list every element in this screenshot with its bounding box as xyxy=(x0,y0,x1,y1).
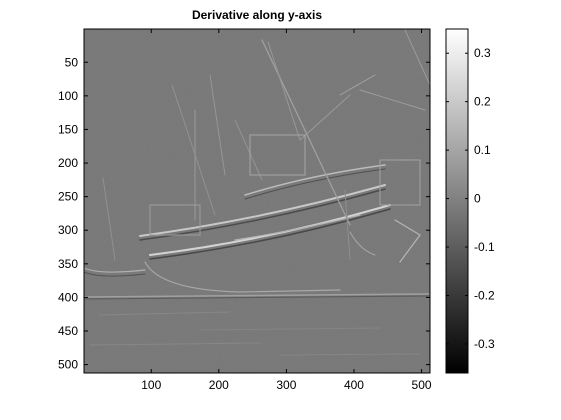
image-axes-box xyxy=(83,28,431,374)
edge-rigging-3 xyxy=(299,94,351,141)
edge-cabin-2 xyxy=(149,204,201,236)
y-tick-label: 100 xyxy=(58,89,78,103)
edge-left-boat xyxy=(83,267,146,273)
y-tick-label: 500 xyxy=(58,358,78,372)
edge-rigging-6 xyxy=(102,177,116,261)
image-heatmap xyxy=(83,28,431,374)
x-tick-label: 400 xyxy=(344,378,364,392)
edge-horizon-dark xyxy=(83,295,431,300)
edge-water-1 xyxy=(99,311,231,316)
colorbar-tick-label: -0.2 xyxy=(474,288,495,302)
edge-rigging-1 xyxy=(261,39,351,226)
y-tick-label: 450 xyxy=(58,324,78,338)
y-tick-label: 400 xyxy=(58,290,78,304)
edge-water-4 xyxy=(279,353,421,356)
x-tick-label: 300 xyxy=(276,378,296,392)
y-tick-label: 250 xyxy=(58,190,78,204)
edge-left-boat-dark xyxy=(83,271,146,277)
edge-rigging-8 xyxy=(339,74,376,96)
edge-rigging-9 xyxy=(359,89,426,111)
colorbar-tick-label: 0.2 xyxy=(474,95,491,109)
edge-hull-bottom xyxy=(144,261,341,293)
edge-hull-3-dark xyxy=(244,168,386,200)
colorbar-gradient xyxy=(445,28,469,374)
edge-rigging-4 xyxy=(404,29,431,86)
edge-cabin-1 xyxy=(249,134,306,176)
edge-rigging-7 xyxy=(234,119,263,181)
image-background xyxy=(84,29,430,373)
edge-right-boat-2 xyxy=(349,231,376,256)
edge-rigging-2 xyxy=(267,41,301,141)
edge-horizon xyxy=(83,293,431,298)
edge-rigging-5 xyxy=(171,84,216,216)
edge-water-3 xyxy=(89,342,261,346)
edge-hull-1 xyxy=(139,184,386,237)
edge-mast-2 xyxy=(209,74,226,176)
colorbar-tick-label: -0.1 xyxy=(474,240,495,254)
y-tick-label: 300 xyxy=(58,223,78,237)
y-tick-label: 200 xyxy=(58,156,78,170)
x-tick-label: 200 xyxy=(209,378,229,392)
colorbar-tick-label: 0.1 xyxy=(474,143,491,157)
x-axis: 100 200 300 400 500 xyxy=(141,29,432,392)
edge-cabin-3 xyxy=(379,159,421,206)
y-tick-label: 50 xyxy=(65,55,79,69)
edge-hull-3 xyxy=(244,164,386,196)
x-tick-label: 100 xyxy=(141,378,161,392)
colorbar-ticks: 0.3 0.2 0.1 0 -0.1 -0.2 -0.3 xyxy=(446,46,495,351)
edge-right-boat xyxy=(394,219,421,263)
edge-hull-1-dark xyxy=(139,188,386,241)
y-tick-label: 350 xyxy=(58,257,78,271)
colorbar-tick-label: 0.3 xyxy=(474,46,491,60)
x-tick-label: 500 xyxy=(412,378,432,392)
colorbar: 0.3 0.2 0.1 0 -0.1 -0.2 -0.3 xyxy=(445,28,495,374)
edge-water-2 xyxy=(199,327,381,331)
edge-hull-2 xyxy=(149,204,391,256)
edge-rigging-10 xyxy=(344,189,351,261)
edge-hull-2-dark xyxy=(149,208,391,260)
chart-title: Derivative along y-axis xyxy=(191,8,323,22)
colorbar-tick-label: 0 xyxy=(474,192,481,206)
y-axis: 50 100 150 200 250 300 350 400 450 500 xyxy=(58,55,430,372)
colorbar-tick-label: -0.3 xyxy=(474,337,495,351)
y-tick-label: 150 xyxy=(58,122,78,136)
